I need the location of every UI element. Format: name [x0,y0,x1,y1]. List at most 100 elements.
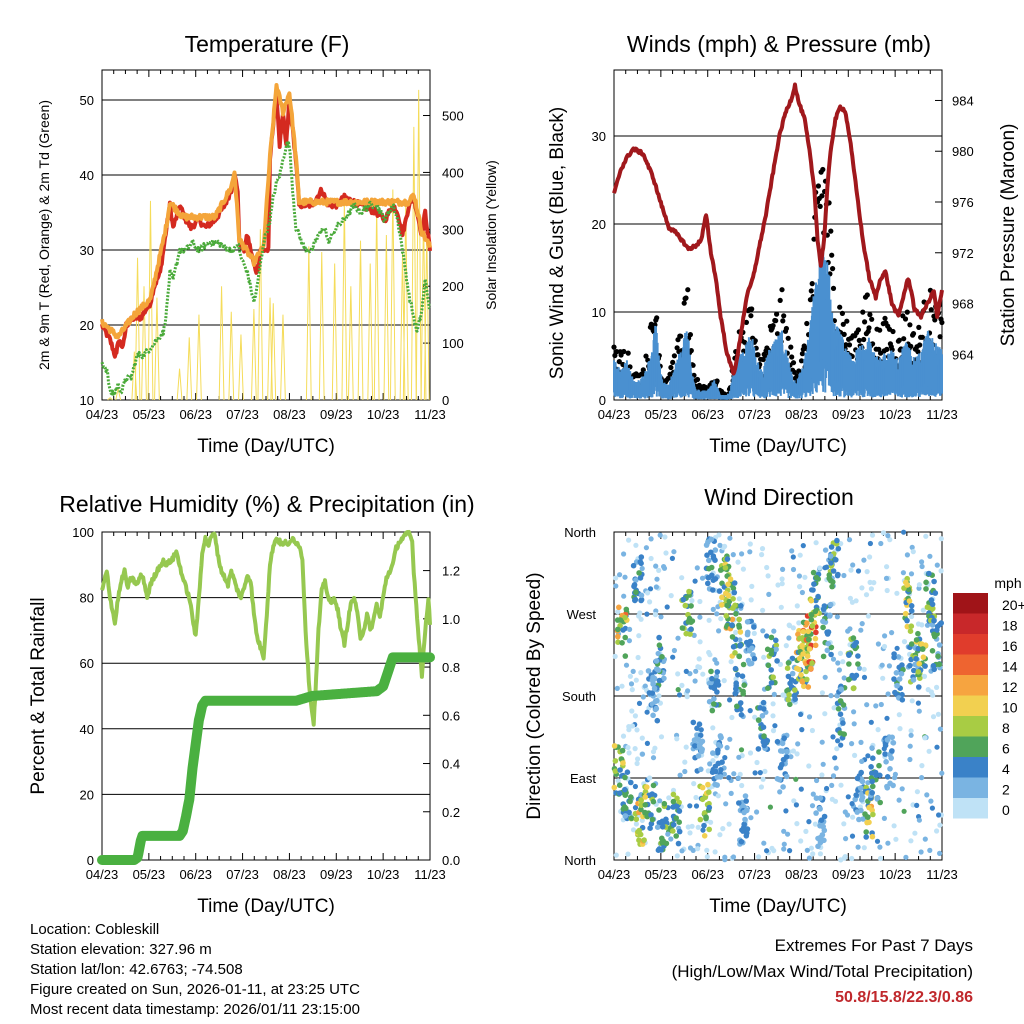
direction-point [759,546,766,552]
direction-point [705,768,711,774]
direction-point [635,756,641,762]
direction-point [617,617,624,623]
direction-point [936,642,943,648]
gust-point [674,345,680,351]
direction-point [936,661,943,668]
gust-point [904,309,910,315]
direction-xtick-label: 11/23 [926,867,958,882]
direction-point [612,653,618,660]
solar-insolation-spike [410,126,417,401]
direction-point [907,662,913,669]
direction-point [669,555,676,562]
direction-point [908,623,915,629]
speed-legend-label: 6 [1002,741,1010,757]
speed-legend-swatch [953,777,988,798]
direction-point [653,563,659,569]
humidity-ytick-label: 0 [87,853,94,868]
direction-point [637,559,644,565]
direction-point [908,608,915,614]
direction-point [622,792,629,798]
direction-point [717,567,724,573]
direction-point [703,814,709,820]
direction-point [733,611,739,617]
direction-point [684,694,690,700]
direction-point [754,809,760,815]
direction-point [798,838,804,844]
direction-point [875,641,882,647]
direction-point [888,755,894,761]
direction-point [788,754,794,760]
direction-point [633,589,639,595]
direction-point [796,655,803,662]
direction-ytick-label: South [562,689,596,704]
direction-point [714,782,720,788]
speed-legend-label: 12 [1002,679,1018,695]
direction-point [760,776,766,782]
direction-point [811,581,817,587]
direction-point [883,759,889,765]
direction-point [657,532,663,538]
direction-point [712,547,719,553]
direction-point [845,676,852,683]
direction-point [742,793,749,799]
direction-point [717,832,723,838]
gust-point [819,193,825,199]
direction-point [700,671,706,677]
direction-point [694,565,700,571]
direction-point [855,653,861,659]
direction-point [668,836,674,842]
direction-point [679,682,685,689]
direction-point [710,577,717,583]
gust-point [789,354,795,360]
direction-point [927,553,933,559]
direction-point [718,616,724,622]
direction-point [760,628,766,634]
direction-point [850,562,856,568]
direction-point [891,654,897,661]
direction-point [692,678,698,684]
direction-point [784,665,791,671]
gust-point [681,300,687,306]
direction-point [790,625,796,631]
direction-point [633,542,639,548]
direction-point [727,736,733,742]
temperature-xtick-label: 09/23 [320,407,353,422]
gust-point [783,325,790,332]
direction-point [697,732,704,739]
direction-point [626,638,633,644]
direction-point [805,636,812,643]
direction-point [759,552,765,558]
direction-point [837,650,844,657]
temperature-xtick-label: 06/23 [179,407,212,422]
direction-point [817,851,824,857]
gust-point [749,306,755,312]
direction-point [628,681,635,687]
gust-point [837,304,843,310]
direction-point [625,744,631,751]
extremes-legend: (High/Low/Max Wind/Total Precipitation) [671,962,973,981]
direction-point [868,764,874,770]
direction-xtick-label: 04/23 [598,867,631,882]
direction-point [885,533,891,539]
direction-point [706,557,712,564]
direction-point [673,833,679,839]
direction-point [809,727,816,734]
temperature-title: Temperature (F) [185,31,350,57]
direction-point [826,572,833,578]
direction-point [840,702,847,708]
direction-point [732,665,739,672]
direction-point [765,573,771,579]
direction-point [907,628,914,634]
direction-point [656,693,662,699]
direction-point [783,773,790,780]
winds-ytick-label: 20 [592,217,606,232]
direction-point [812,642,819,649]
direction-point [822,547,829,553]
direction-point [821,813,828,820]
direction-point [689,598,695,604]
direction-point [615,639,621,645]
direction-point [869,790,875,796]
winds-y2tick-label: 972 [952,246,974,261]
direction-point [784,748,790,755]
gust-point [828,228,834,234]
